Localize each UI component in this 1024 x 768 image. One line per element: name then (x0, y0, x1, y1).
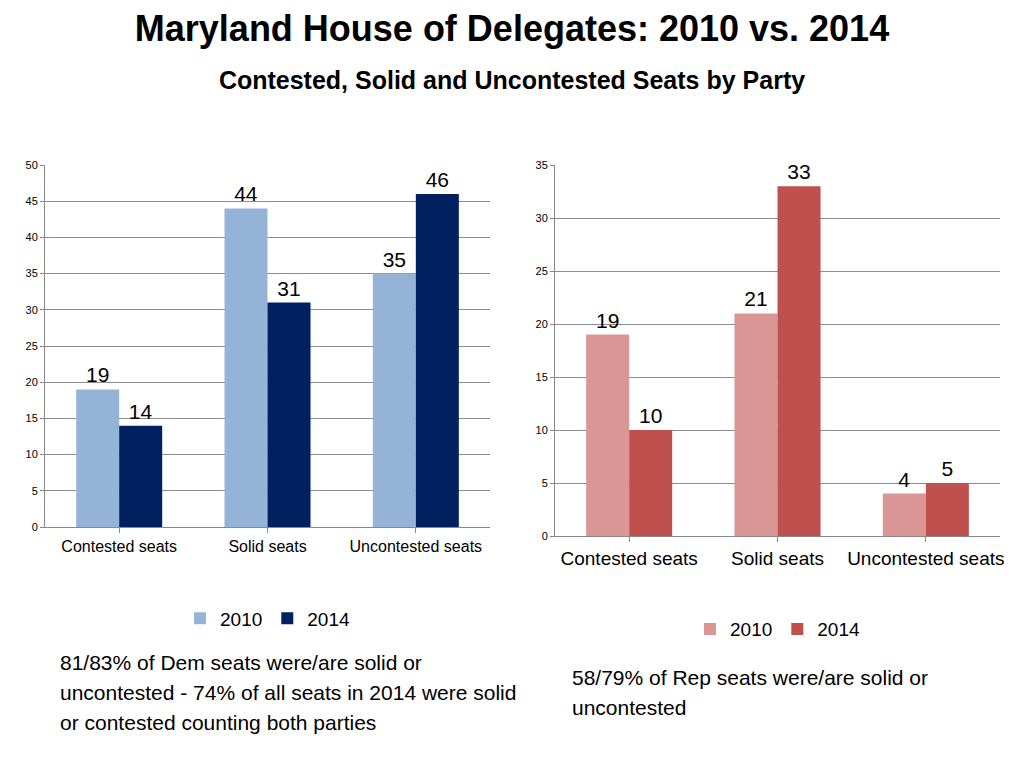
svg-text:Solid seats: Solid seats (228, 538, 306, 555)
html-text:Contested, Solid and Uncontest: Contested, Solid and Uncontested Seats b… (218, 66, 806, 94)
svg-text:25: 25 (536, 265, 548, 277)
svg-text:31: 31 (277, 277, 300, 300)
svg-text:0: 0 (542, 530, 548, 542)
svg-text:19: 19 (596, 309, 619, 332)
svg-text:5: 5 (941, 457, 953, 480)
svg-text:46: 46 (426, 168, 449, 191)
svg-text:5: 5 (542, 477, 548, 489)
svg-text:10: 10 (536, 424, 548, 436)
svg-text:40: 40 (26, 231, 38, 243)
svg-text:45: 45 (26, 195, 38, 207)
svg-text:21: 21 (744, 287, 767, 310)
svg-text:2014: 2014 (817, 619, 860, 640)
svg-text:20: 20 (26, 376, 38, 388)
svg-text:50: 50 (26, 159, 38, 171)
svg-text:35: 35 (536, 159, 548, 171)
svg-text:Contested seats: Contested seats (561, 548, 698, 569)
svg-text:35: 35 (26, 267, 38, 279)
svg-text:25: 25 (26, 340, 38, 352)
svg-text:Uncontested seats: Uncontested seats (847, 548, 1004, 569)
svg-text:35: 35 (383, 248, 406, 271)
svg-text:5: 5 (32, 485, 38, 497)
svg-text:0: 0 (32, 521, 38, 533)
html-text:Maryland House of Delegates: 2: Maryland House of Delegates: 2010 vs. 20… (134, 8, 890, 49)
svg-text:2014: 2014 (307, 609, 350, 630)
svg-text:19: 19 (86, 363, 109, 386)
svg-text:20: 20 (536, 318, 548, 330)
svg-text:4: 4 (898, 468, 910, 491)
svg-text:2010: 2010 (730, 619, 772, 640)
svg-text:30: 30 (26, 304, 38, 316)
svg-text:44: 44 (234, 182, 258, 205)
svg-text:15: 15 (536, 371, 548, 383)
svg-text:Contested seats: Contested seats (61, 538, 177, 555)
svg-text:Solid seats: Solid seats (731, 548, 824, 569)
svg-text:14: 14 (129, 400, 153, 423)
svg-text:10: 10 (639, 404, 662, 427)
svg-text:15: 15 (26, 412, 38, 424)
svg-text:33: 33 (787, 160, 810, 183)
html-text:81/83% of Dem seats were/are s: 81/83% of Dem seats were/are solid or un… (60, 651, 517, 734)
svg-text:10: 10 (26, 448, 38, 460)
svg-text:2010: 2010 (220, 609, 262, 630)
svg-text:Uncontested seats: Uncontested seats (350, 538, 483, 555)
svg-text:30: 30 (536, 212, 548, 224)
html-text:58/79% of Rep seats were/are s: 58/79% of Rep seats were/are solid or un… (572, 666, 928, 719)
